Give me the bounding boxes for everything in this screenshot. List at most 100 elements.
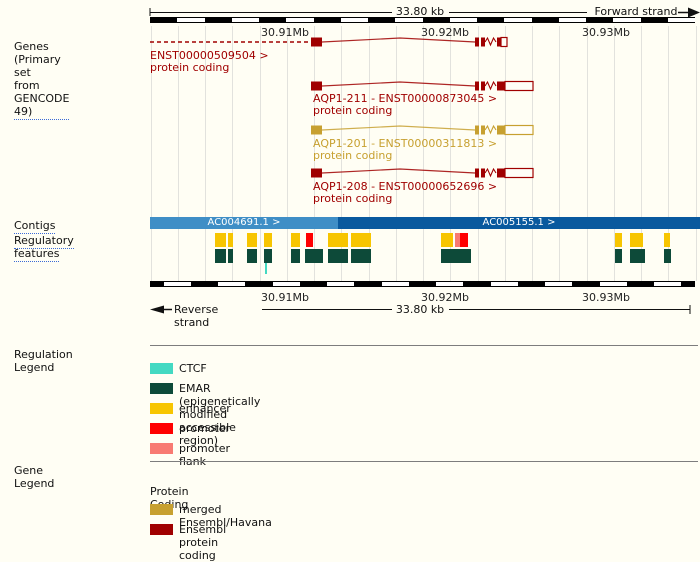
exon-2[interactable] (481, 81, 485, 91)
transcript-label[interactable]: AQP1-208 - ENST00000652696 > protein codi… (313, 181, 497, 204)
intron-line (321, 125, 476, 131)
ensembl-protein-coding-label: Ensembl protein coding (179, 523, 227, 562)
exon-1[interactable] (481, 37, 485, 47)
exon-1[interactable] (311, 37, 322, 47)
utr-exon-4[interactable] (504, 167, 534, 179)
transcript-label[interactable]: AQP1-211 - ENST00000873045 > protein codi… (313, 93, 497, 116)
scale-bar (150, 17, 695, 23)
exon-1[interactable] (475, 37, 479, 47)
exon-4[interactable] (311, 168, 322, 178)
regulatory-feature-enhancer[interactable] (264, 233, 272, 247)
gridline (205, 26, 207, 281)
gridline (423, 26, 425, 281)
mb-tick-label-bottom: 30.93Mb (582, 291, 630, 304)
exon-2[interactable] (497, 81, 505, 91)
emar-feature[interactable] (615, 249, 622, 263)
regulatory-feature-enhancer[interactable] (630, 233, 643, 247)
utr-exon-2[interactable] (504, 80, 534, 92)
ensembl-protein-coding-swatch (150, 524, 173, 535)
contig-segment[interactable] (338, 217, 700, 229)
ctcf-feature[interactable] (265, 263, 267, 274)
contig-segment-label: AC005155.1 > (482, 217, 556, 228)
emar-feature[interactable] (630, 249, 645, 263)
mb-tick-label-top: 30.92Mb (421, 26, 469, 39)
emar-feature[interactable] (215, 249, 226, 263)
scale-bar-segment (381, 282, 409, 286)
contig-segment[interactable] (150, 217, 338, 229)
regulatory-track-label-text: Regulatory features (14, 234, 74, 262)
intron-break-squiggle (484, 80, 497, 91)
exon-3[interactable] (311, 125, 322, 135)
exon-4[interactable] (497, 168, 505, 178)
exon-4[interactable] (481, 168, 485, 178)
emar-feature[interactable] (664, 249, 671, 263)
regulatory-feature-promoter[interactable] (460, 233, 468, 247)
exon-4[interactable] (475, 168, 479, 178)
intron-line (321, 37, 476, 43)
intron-break-squiggle (484, 124, 497, 135)
regulatory-feature-promoter_flank[interactable] (455, 233, 461, 247)
regulatory-feature-enhancer[interactable] (328, 233, 348, 247)
emar-feature[interactable] (228, 249, 233, 263)
promoter-legend-label: promoter (179, 422, 231, 435)
regulatory-feature-enhancer[interactable] (351, 233, 371, 247)
gridline (586, 26, 588, 281)
exon-3[interactable] (475, 125, 479, 135)
scale-bar-segment (654, 282, 682, 286)
transcript-id-label: AQP1-201 - ENST00000311813 > (313, 137, 498, 150)
merged-ensembl-havana-label: merged Ensembl/Havana (179, 503, 272, 529)
regulatory-feature-enhancer[interactable] (215, 233, 226, 247)
utr-exon-1[interactable] (500, 36, 508, 48)
regulatory-track-label[interactable]: Regulatory features (14, 234, 74, 262)
contigs-track-label-text: Contigs (14, 219, 56, 234)
emar-feature[interactable] (264, 249, 272, 263)
forward-strand-label: Forward strand (594, 5, 678, 18)
genes-track-label[interactable]: Genes (Primary set from GENCODE 49) (14, 40, 69, 120)
gridline (477, 26, 479, 281)
exon-3[interactable] (481, 125, 485, 135)
transcript-biotype-label: protein coding (313, 148, 393, 162)
transcript-label[interactable]: AQP1-201 - ENST00000311813 > protein codi… (313, 138, 497, 161)
genes-track-label-line1: Genes (Primary set (14, 40, 61, 79)
gridline (559, 26, 561, 281)
scale-bar-segment (340, 18, 368, 22)
exon-2[interactable] (311, 81, 322, 91)
exon-3[interactable] (497, 125, 505, 135)
transcript-id-label: AQP1-211 - ENST00000873045 > (313, 92, 498, 105)
transcript-biotype-label: protein coding (313, 103, 393, 117)
enhancer-legend-label: enhancer (179, 402, 231, 415)
emar-feature[interactable] (328, 249, 348, 263)
gridline (613, 26, 615, 281)
gridline (368, 26, 370, 281)
transcript-biotype-label: protein coding (313, 191, 393, 205)
regulatory-feature-enhancer[interactable] (291, 233, 300, 247)
scale-bar-segment (490, 282, 518, 286)
regulatory-feature-enhancer[interactable] (615, 233, 622, 247)
regulatory-feature-promoter[interactable] (306, 233, 313, 247)
gridline (259, 26, 261, 281)
regulatory-feature-enhancer[interactable] (664, 233, 670, 247)
regulatory-feature-enhancer[interactable] (228, 233, 233, 247)
transcript-label[interactable]: ENST00000509504 > protein coding (150, 50, 269, 73)
utr-exon-3[interactable] (504, 124, 534, 136)
intron-break-squiggle (484, 36, 497, 47)
gridline (341, 26, 343, 281)
emar-feature[interactable] (291, 249, 300, 263)
regulatory-feature-enhancer[interactable] (441, 233, 453, 247)
regulatory-feature-enhancer[interactable] (247, 233, 257, 247)
gridline (395, 26, 397, 281)
emar-feature[interactable] (351, 249, 371, 263)
emar-feature[interactable] (247, 249, 257, 263)
exon-2[interactable] (475, 81, 479, 91)
gene-legend-divider (150, 461, 698, 462)
contigs-track-label[interactable]: Contigs (14, 219, 56, 234)
gridline (450, 26, 452, 281)
intron-line (321, 168, 476, 174)
emar-feature[interactable] (441, 249, 471, 263)
emar-feature[interactable] (305, 249, 323, 263)
exon-1[interactable] (497, 37, 501, 47)
gridline (641, 26, 643, 281)
gridline (504, 26, 506, 281)
reverse-strand-arrow-icon (150, 305, 164, 314)
regulation-legend-divider (150, 345, 698, 346)
